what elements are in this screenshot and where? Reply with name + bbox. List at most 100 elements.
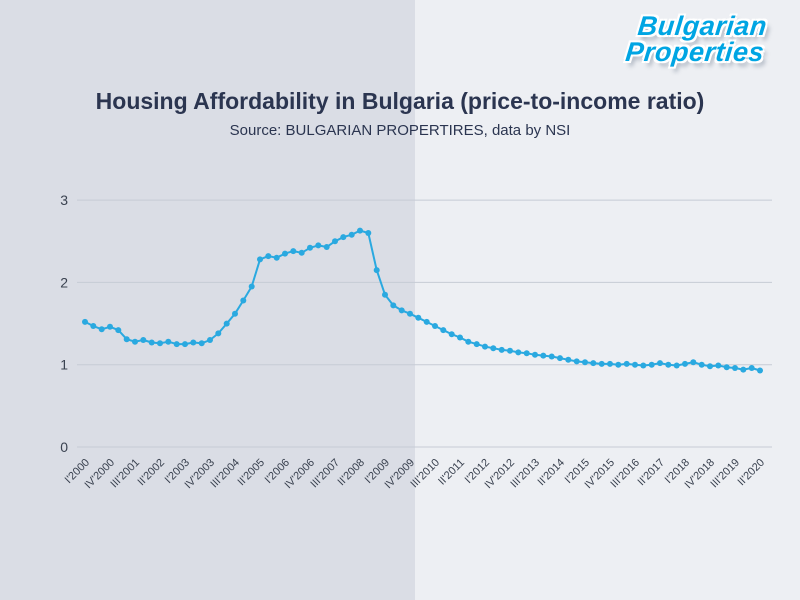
data-point [473, 341, 480, 348]
chart-line [84, 229, 761, 372]
data-point [540, 352, 547, 359]
data-point [648, 361, 655, 368]
data-point [665, 361, 672, 368]
x-axis-tick-label: II'2002 [136, 457, 168, 489]
data-point [232, 310, 238, 317]
data-point [507, 347, 513, 354]
data-point [440, 327, 447, 334]
data-point [282, 250, 288, 257]
data-point [240, 297, 247, 304]
brand-logo: Bulgarian Properties [624, 11, 770, 67]
data-point [682, 360, 688, 367]
data-point [223, 320, 230, 327]
data-point [498, 346, 505, 353]
x-axis-tick-label: II'2020 [736, 457, 768, 489]
data-point [123, 336, 130, 343]
data-point [565, 356, 572, 363]
data-point [557, 355, 563, 362]
data-point [548, 353, 555, 360]
chart-title: Housing Affordability in Bulgaria (price… [95, 88, 705, 114]
data-point [423, 318, 430, 325]
data-point [365, 230, 372, 236]
data-point [307, 244, 313, 251]
y-axis-tick-label: 1 [60, 357, 68, 373]
data-point [657, 360, 663, 367]
data-point [523, 350, 530, 357]
data-point [148, 339, 155, 346]
data-point [607, 360, 613, 367]
data-point [623, 360, 630, 367]
data-point [740, 366, 747, 373]
data-point [448, 331, 455, 338]
data-point [357, 227, 363, 234]
x-axis-tick-label: II'2005 [236, 457, 268, 489]
data-point [207, 337, 213, 343]
data-point [690, 359, 697, 366]
data-point [598, 360, 605, 367]
data-point [465, 338, 472, 345]
data-point [265, 253, 272, 260]
data-point [732, 365, 738, 371]
data-point [248, 283, 255, 290]
data-point [632, 361, 638, 368]
x-axis-tick-label: II'2008 [336, 457, 368, 489]
chart-subtitle: Source: BULGARIAN PROPERTIRES, data by N… [229, 122, 571, 139]
data-point [348, 231, 355, 238]
data-point [673, 362, 680, 369]
data-point [590, 360, 597, 367]
data-point [190, 339, 197, 346]
x-axis-tick-label: II'2017 [636, 457, 668, 489]
data-point [407, 310, 413, 317]
data-point [98, 326, 105, 333]
data-point [198, 340, 205, 347]
data-point [157, 340, 163, 347]
data-point [398, 307, 405, 314]
x-axis-tick-label: II'2014 [536, 457, 568, 489]
y-axis-tick-label: 3 [60, 192, 68, 208]
data-point [290, 248, 297, 255]
data-point [532, 351, 538, 358]
data-point [615, 361, 622, 368]
data-point [482, 343, 488, 350]
data-point [390, 302, 397, 309]
line-chart: 0123I'2000IV'2000III'2001II'2002I'2003IV… [60, 192, 772, 491]
y-axis-tick-label: 0 [60, 439, 68, 455]
data-point [173, 341, 180, 348]
data-point [723, 364, 730, 371]
data-point [182, 341, 188, 348]
data-point [373, 267, 380, 274]
data-point [707, 363, 713, 370]
brand-logo-line1: Bulgarian [636, 11, 770, 41]
data-point [748, 365, 755, 371]
data-point [582, 359, 588, 366]
x-axis-tick-label: II'2011 [436, 457, 467, 488]
data-point [515, 349, 522, 356]
data-point [165, 338, 172, 345]
data-point [340, 234, 347, 241]
data-point [107, 323, 113, 330]
data-point [698, 361, 705, 368]
data-point [573, 358, 580, 365]
data-point [215, 330, 222, 337]
brand-logo-line2: Properties [624, 36, 767, 67]
data-point [115, 327, 122, 334]
data-point [757, 367, 763, 374]
data-point [457, 334, 463, 341]
data-point [90, 323, 97, 329]
data-point [140, 337, 147, 343]
data-point [323, 244, 330, 250]
data-point [273, 254, 280, 261]
data-point [315, 242, 322, 249]
background-left-panel [0, 0, 415, 600]
data-point [257, 256, 263, 263]
y-axis-tick-label: 2 [60, 274, 68, 290]
data-point [640, 362, 647, 369]
data-point [715, 362, 722, 369]
data-point [490, 345, 497, 352]
data-point [415, 314, 422, 321]
background-right-panel [415, 0, 800, 600]
data-point [382, 291, 388, 298]
data-point [432, 323, 438, 329]
data-point [82, 318, 88, 325]
